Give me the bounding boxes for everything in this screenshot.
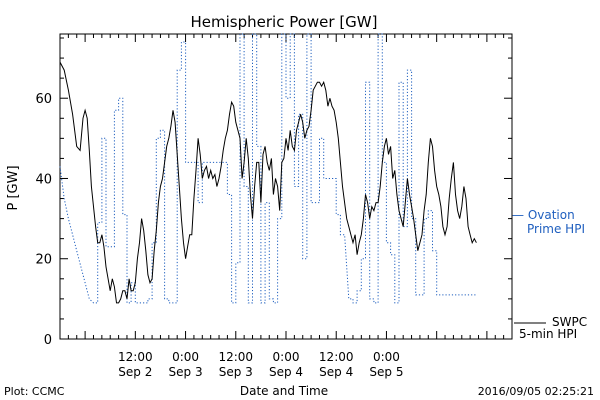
x-tick-label-date: Sep 5 (369, 365, 403, 379)
x-tick-label-date: Sep 3 (219, 365, 253, 379)
legend-ovation-line2: Prime HPI (527, 222, 585, 236)
x-tick-label-date: Sep 4 (269, 365, 303, 379)
legend-ovation-line1: — Ovation (512, 208, 575, 222)
plot-credit: Plot: CCMC (4, 385, 65, 398)
chart-title: Hemispheric Power [GW] (191, 13, 378, 31)
y-tick-label: 20 (35, 253, 52, 268)
x-tick-label-date: Sep 3 (169, 365, 203, 379)
timestamp: 2016/09/05 02:25:21 (478, 385, 594, 398)
legend-swpc-line2: 5-min HPI (519, 327, 577, 341)
x-tick-label-date: Sep 2 (118, 365, 152, 379)
x-tick-label-time: 12:00 (218, 350, 253, 364)
x-tick-label-time: 0:00 (373, 350, 400, 364)
y-axis-label: P [GW] (6, 165, 21, 210)
x-tick-label-time: 0:00 (273, 350, 300, 364)
y-tick-label: 40 (35, 172, 52, 187)
y-tick-label: 60 (35, 92, 52, 107)
x-axis-label: Date and Time (240, 384, 328, 398)
legend-swpc-line1: SWPC (552, 315, 587, 329)
x-tick-label-time: 12:00 (118, 350, 153, 364)
series-swpc-line (59, 61, 477, 304)
x-tick-label-time: 0:00 (172, 350, 199, 364)
x-tick-label-date: Sep 4 (319, 365, 353, 379)
series-ovation-prime-line (59, 33, 477, 304)
y-tick-label: 0 (44, 333, 52, 348)
series-layer (59, 33, 477, 304)
y-axis: 0 20 40 60 (35, 37, 512, 348)
x-tick-label-time: 12:00 (319, 350, 354, 364)
